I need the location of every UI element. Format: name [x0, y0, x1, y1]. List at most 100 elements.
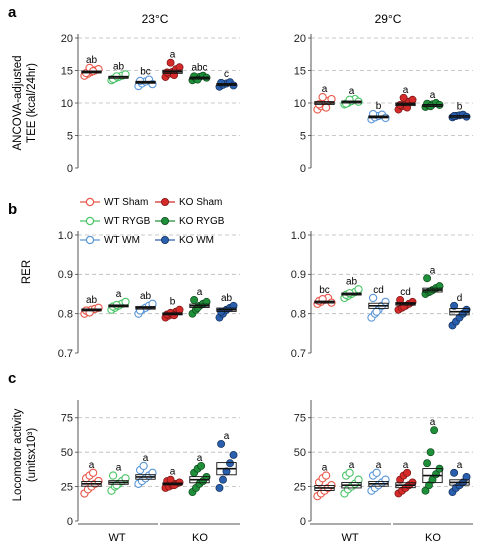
y-tick-label: 0.9 — [291, 269, 306, 281]
significance-letter: b — [457, 102, 463, 113]
data-point — [425, 481, 433, 490]
significance-letter: b — [376, 101, 382, 112]
y-tick-label: 0.7 — [58, 348, 73, 360]
data-point — [354, 475, 363, 484]
significance-letter: ab — [140, 291, 152, 302]
y-tick-label: 1.0 — [291, 230, 306, 242]
panel-letter-b: b — [8, 201, 17, 218]
significance-letter: bc — [319, 285, 330, 296]
ylabel-rer: RER — [21, 260, 33, 284]
y-tick-label: 10 — [61, 98, 73, 110]
data-point — [219, 475, 227, 484]
significance-letter: a — [403, 85, 409, 96]
legend: WT Sham KO Sham WT RYGB KO RYGB WT WM KO… — [80, 197, 225, 246]
legend-label-wt-sham: WT Sham — [104, 197, 148, 208]
data-point — [423, 274, 432, 283]
data-point — [430, 426, 439, 435]
data-point — [426, 287, 435, 296]
significance-letter: a — [170, 467, 176, 478]
group-label-wt-left: WT — [108, 532, 125, 544]
plot-panel-c-29c: 0 25 50 75 a a a a a a — [294, 400, 473, 528]
data-point — [121, 297, 130, 307]
legend-label-ko-rygb: KO RYGB — [179, 216, 225, 227]
group-label-ko-right: KO — [425, 532, 441, 544]
data-point — [318, 93, 327, 102]
data-point — [368, 293, 378, 303]
data-point — [175, 305, 184, 314]
significance-letter: ab — [221, 293, 233, 304]
y-tick-label: 75 — [61, 413, 73, 425]
plot-panel-a-23c: 0 5 10 15 20 ab ab bc a abc c — [61, 33, 240, 175]
significance-letter: a — [457, 460, 463, 471]
y-tick-label: 0.9 — [58, 269, 73, 281]
plot-panel-c-23c: 0 25 50 75 a a a a a a — [61, 400, 240, 528]
legend-entry: KO RYGB — [155, 216, 225, 227]
significance-letter: a — [349, 86, 355, 97]
y-tick-label: 15 — [294, 65, 306, 77]
y-tick-label: 50 — [294, 447, 306, 459]
legend-entry: WT WM — [80, 235, 140, 246]
data-point — [450, 468, 459, 477]
y-tick-label: 1.0 — [58, 230, 73, 242]
ylabel-tee-line1: ANCOVA-adjusted — [12, 55, 24, 150]
ylabel-tee-line2: TEE (kcal/24hr) — [26, 63, 38, 143]
legend-label-ko-wm: KO WM — [179, 235, 214, 246]
significance-letter: c — [224, 69, 229, 80]
significance-letter: a — [143, 453, 149, 464]
y-tick-label: 10 — [294, 98, 306, 110]
data-point — [372, 307, 381, 316]
y-tick-label: 5 — [300, 130, 306, 142]
y-tick-label: 0 — [300, 516, 306, 528]
data-point — [175, 63, 184, 72]
y-tick-label: 0.8 — [291, 308, 306, 320]
significance-letter: a — [116, 289, 122, 300]
y-tick-label: 25 — [294, 481, 306, 493]
significance-letter: d — [457, 293, 463, 304]
y-tick-label: 0 — [67, 163, 73, 175]
y-tick-label: 5 — [67, 130, 73, 142]
data-point — [399, 93, 408, 102]
significance-letter: a — [430, 90, 436, 101]
significance-letter: a — [197, 287, 203, 298]
legend-label-ko-sham: KO Sham — [179, 197, 222, 208]
legend-entry: KO Sham — [155, 197, 222, 208]
data-point — [112, 481, 121, 490]
y-tick-label: 20 — [61, 33, 73, 45]
significance-letter: ab — [346, 276, 358, 287]
significance-letter: a — [197, 453, 203, 464]
data-point — [139, 461, 148, 471]
y-tick-label: 0.8 — [58, 308, 73, 320]
data-point — [321, 471, 331, 480]
significance-letter: a — [89, 460, 95, 471]
data-point — [426, 448, 435, 457]
significance-letter: a — [224, 431, 230, 442]
y-tick-label: 25 — [61, 481, 73, 493]
significance-letter: bc — [140, 67, 151, 78]
data-point — [108, 471, 118, 480]
data-point — [408, 95, 417, 104]
significance-letter: a — [170, 50, 176, 61]
ylabel-tee: ANCOVA-adjusted TEE (kcal/24hr) — [12, 55, 38, 150]
data-point — [215, 484, 224, 492]
significance-letter: a — [403, 460, 409, 471]
plot-panel-b-23c: 0.7 0.8 0.9 1.0 ab a ab b a ab — [58, 230, 240, 360]
legend-entry: WT Sham — [80, 197, 148, 208]
plot-panel-b-29c: 0.7 0.8 0.9 1.0 bc ab cd cd a d — [291, 230, 473, 360]
significance-letter: ab — [86, 295, 98, 306]
data-point — [423, 459, 432, 468]
significance-letter: cd — [400, 287, 411, 298]
panel-letter-a: a — [8, 4, 17, 21]
significance-letter: a — [322, 84, 328, 95]
y-tick-label: 75 — [294, 413, 306, 425]
plot-panel-a-29c: 0 5 10 15 20 a a b a a b — [294, 33, 473, 175]
y-tick-label: 50 — [61, 447, 73, 459]
data-point — [372, 468, 381, 477]
y-tick-label: 15 — [61, 65, 73, 77]
title-29c: 29°C — [375, 12, 402, 26]
y-tick-label: 0 — [300, 163, 306, 175]
group-brackets: WT KO WT KO — [78, 523, 473, 544]
significance-letter: a — [322, 463, 328, 474]
legend-label-wt-wm: WT WM — [104, 235, 140, 246]
